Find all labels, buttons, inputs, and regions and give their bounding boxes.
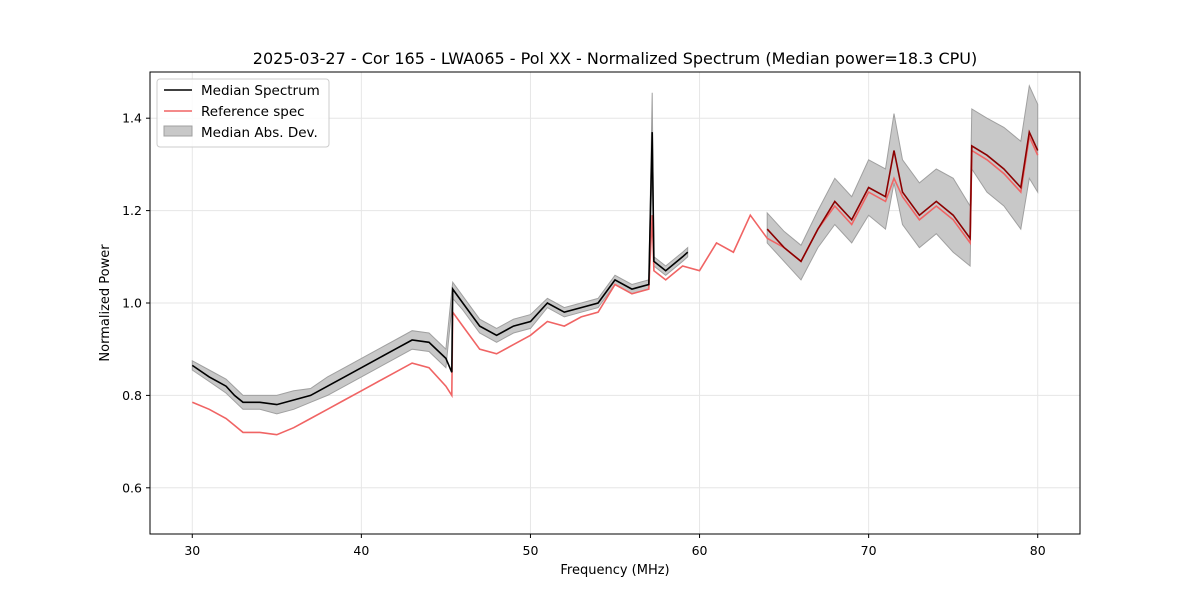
y-tick-label: 1.2 bbox=[122, 203, 142, 218]
x-axis-label: Frequency (MHz) bbox=[560, 563, 669, 578]
legend-mad-swatch bbox=[163, 125, 193, 137]
x-tick-label: 70 bbox=[861, 543, 877, 558]
chart-title: 2025-03-27 - Cor 165 - LWA065 - Pol XX -… bbox=[253, 49, 977, 68]
y-axis-ticks: 0.6 0.8 1.0 1.2 1.4 bbox=[122, 111, 150, 495]
x-tick-label: 80 bbox=[1030, 543, 1046, 558]
x-axis-ticks: 30 40 50 60 70 80 bbox=[184, 534, 1046, 558]
legend: Median Spectrum Reference spec Median Ab… bbox=[156, 78, 330, 148]
x-tick-label: 40 bbox=[353, 543, 369, 558]
y-tick-label: 1.0 bbox=[122, 296, 142, 311]
mad-band-area bbox=[191, 92, 689, 415]
reference-spec-line bbox=[191, 133, 1039, 436]
median-spectrum-line bbox=[191, 132, 689, 406]
x-tick-label: 50 bbox=[523, 543, 539, 558]
reference-line-layer bbox=[191, 133, 1039, 436]
legend-mad-label: Median Abs. Dev. bbox=[201, 125, 318, 141]
median-spectrum-line bbox=[766, 129, 1039, 263]
y-tick-label: 0.6 bbox=[122, 480, 142, 495]
y-tick-label: 1.4 bbox=[122, 111, 142, 126]
legend-median-label: Median Spectrum bbox=[201, 83, 320, 99]
y-axis-label: Normalized Power bbox=[98, 244, 113, 362]
legend-box bbox=[156, 78, 330, 148]
x-tick-label: 60 bbox=[692, 543, 708, 558]
y-tick-label: 0.8 bbox=[122, 388, 142, 403]
x-tick-label: 30 bbox=[184, 543, 200, 558]
legend-reference-label: Reference spec bbox=[201, 104, 305, 120]
median-line-layer bbox=[191, 129, 1039, 406]
